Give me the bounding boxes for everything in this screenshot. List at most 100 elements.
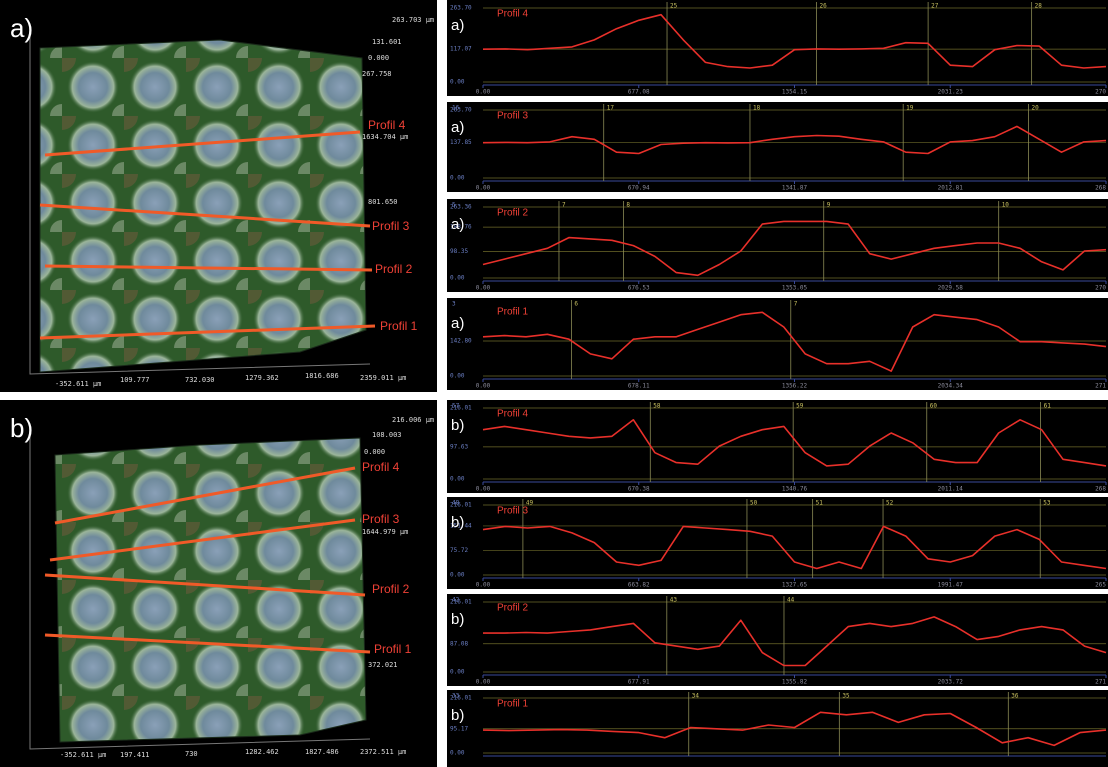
marker-label: 44 xyxy=(787,597,795,604)
y-tick-label: 0.00 xyxy=(450,476,465,483)
axis-label: 1644.979 µm xyxy=(362,528,408,536)
x-tick-label: 2031.23 xyxy=(938,89,964,96)
axis-label: 801.650 xyxy=(368,198,398,206)
panel-label: a) xyxy=(451,315,464,332)
chart-title: Profil 4 xyxy=(497,409,529,420)
y-tick-label: 0.00 xyxy=(450,175,465,182)
x-tick-label: 2034.34 xyxy=(938,383,964,390)
marker-label: 43 xyxy=(670,597,678,604)
axis-label: 1279.362 xyxy=(245,374,279,382)
start-marker: 3 xyxy=(452,301,456,308)
profile-label: Profil 1 xyxy=(380,319,418,333)
chart-background xyxy=(447,102,1108,192)
chart-title: Profil 3 xyxy=(497,111,529,122)
marker-label: 60 xyxy=(930,403,938,410)
marker-label: 7 xyxy=(794,301,798,308)
x-tick-label: 0.00 xyxy=(476,383,491,390)
axis-label: 372.021 xyxy=(368,661,398,669)
y-tick-label: 263.70 xyxy=(450,5,472,12)
x-tick-label: 0.00 xyxy=(476,582,491,589)
chart-title: Profil 1 xyxy=(497,307,529,318)
x-tick-label: 271 xyxy=(1095,679,1106,686)
start-marker: 48 xyxy=(452,500,460,507)
y-tick-label: 0.00 xyxy=(450,669,465,676)
marker-label: 25 xyxy=(670,3,678,10)
profile-label: Profil 3 xyxy=(372,219,410,233)
marker-label: 7 xyxy=(562,202,566,209)
axis-label: -352.611 µm xyxy=(55,380,101,388)
y-tick-label: 0.00 xyxy=(450,275,465,282)
x-tick-label: 677.08 xyxy=(628,89,650,96)
y-tick-label: 75.72 xyxy=(450,547,468,554)
x-tick-label: 268 xyxy=(1095,185,1106,192)
y-tick-label: 0.00 xyxy=(450,79,465,86)
y-tick-label: 97.63 xyxy=(450,443,468,450)
x-tick-label: 1355.82 xyxy=(782,679,808,686)
marker-label: 50 xyxy=(750,500,758,507)
panel-label: b) xyxy=(451,417,464,434)
marker-label: 10 xyxy=(1002,202,1010,209)
x-tick-label: 1327.65 xyxy=(782,582,808,589)
marker-label: 20 xyxy=(1032,105,1040,112)
marker-label: 58 xyxy=(653,403,661,410)
x-tick-label: 1341.87 xyxy=(782,185,808,192)
x-tick-label: 2011.14 xyxy=(938,486,964,493)
axis-label: 2359.011 µm xyxy=(360,374,406,382)
x-tick-label: 670.94 xyxy=(628,185,650,192)
chart-title: Profil 2 xyxy=(497,208,529,219)
marker-label: 18 xyxy=(753,105,761,112)
x-tick-label: 2033.72 xyxy=(938,679,964,686)
marker-label: 19 xyxy=(906,105,914,112)
y-tick-label: 95.17 xyxy=(450,725,468,732)
axis-label: -352.611 µm xyxy=(60,751,106,759)
marker-label: 34 xyxy=(692,693,700,700)
panel-label: b) xyxy=(451,514,464,531)
profile-label: Profil 2 xyxy=(372,582,410,596)
marker-label: 9 xyxy=(827,202,831,209)
y-tick-label: 142.80 xyxy=(450,338,472,345)
x-tick-label: 1354.15 xyxy=(782,89,808,96)
marker-label: 35 xyxy=(842,693,850,700)
profile-label: Profil 4 xyxy=(362,460,400,474)
axis-label: 131.601 xyxy=(372,38,402,46)
panel-label: b) xyxy=(451,611,464,628)
panel-label: a) xyxy=(451,119,464,136)
x-tick-label: 678.11 xyxy=(628,383,650,390)
start-marker: 33 xyxy=(452,693,460,700)
x-tick-label: 270 xyxy=(1095,285,1106,292)
start-marker: 42 xyxy=(452,597,460,604)
x-tick-label: 1991.47 xyxy=(938,582,964,589)
z-max-label: 263.703 µm xyxy=(392,16,434,24)
start-marker: 16 xyxy=(452,105,460,112)
x-tick-label: 676.53 xyxy=(628,285,650,292)
x-tick-label: 0.00 xyxy=(476,185,491,192)
x-tick-label: 270 xyxy=(1095,89,1106,96)
y-tick-label: 0.00 xyxy=(450,373,465,380)
marker-label: 53 xyxy=(1043,500,1051,507)
marker-label: 8 xyxy=(626,202,630,209)
axis-label: 2372.511 µm xyxy=(360,748,406,756)
y-tick-label: 0.00 xyxy=(450,572,465,579)
axis-label: 197.411 xyxy=(120,751,150,759)
axis-label: 0.000 xyxy=(368,54,389,62)
x-tick-label: 2012.81 xyxy=(938,185,964,192)
chart-title: Profil 1 xyxy=(497,699,529,710)
profile-label: Profil 3 xyxy=(362,512,400,526)
y-tick-label: 137.85 xyxy=(450,139,472,146)
axis-label: 730 xyxy=(185,750,198,758)
y-tick-label: 0.00 xyxy=(450,750,465,757)
profile-label: Profil 1 xyxy=(374,642,412,656)
axis-label: 1827.486 xyxy=(305,748,339,756)
figure: a)263.703 µm131.6010.000267.7581634.704 … xyxy=(0,0,1108,767)
panel-label: b) xyxy=(10,413,33,443)
axis-label: 108.003 xyxy=(372,431,402,439)
x-tick-label: 0.00 xyxy=(476,679,491,686)
axis-label: 1816.686 xyxy=(305,372,339,380)
z-max-label: 216.006 µm xyxy=(392,416,434,424)
x-tick-label: 1356.22 xyxy=(782,383,808,390)
x-tick-label: 663.82 xyxy=(628,582,650,589)
axis-label: 0.000 xyxy=(364,448,385,456)
marker-label: 36 xyxy=(1011,693,1019,700)
axis-label: 267.758 xyxy=(362,70,392,78)
x-tick-label: 0.00 xyxy=(476,285,491,292)
